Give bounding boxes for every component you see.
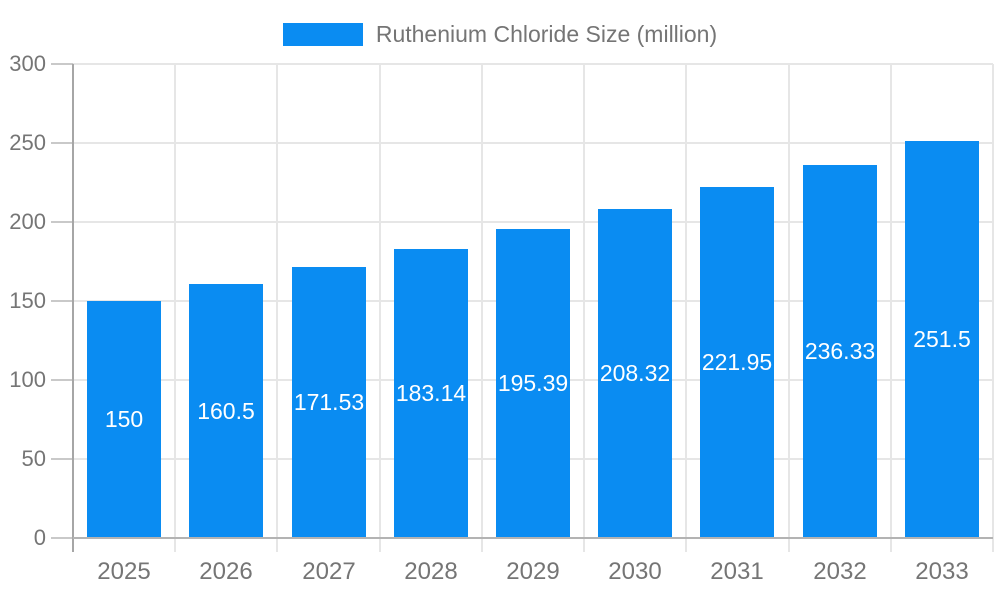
bar[interactable]: 195.39 xyxy=(496,229,570,538)
y-axis-label: 250 xyxy=(9,130,46,155)
y-axis-label: 100 xyxy=(9,367,46,392)
bar-value-label: 171.53 xyxy=(293,389,365,415)
bar-value-label: 221.95 xyxy=(701,349,773,375)
x-axis-label: 2032 xyxy=(813,558,867,585)
y-axis-line xyxy=(72,64,74,552)
y-axis-label: 0 xyxy=(33,525,46,550)
x-axis-label: 2026 xyxy=(199,558,253,585)
bar-value-label: 150 xyxy=(104,406,144,432)
gridline-vertical xyxy=(174,64,176,552)
gridline-horizontal xyxy=(73,142,993,144)
y-axis-label: 50 xyxy=(21,446,46,471)
gridline-horizontal xyxy=(73,63,993,65)
y-axis-tick xyxy=(51,458,73,460)
x-axis-label: 2030 xyxy=(608,558,662,585)
bar-value-label: 195.39 xyxy=(497,370,569,396)
y-axis-label: 150 xyxy=(9,288,46,313)
gridline-vertical xyxy=(890,64,892,552)
x-axis-label: 2031 xyxy=(710,558,764,585)
gridline-vertical xyxy=(583,64,585,552)
y-axis-tick xyxy=(51,379,73,381)
bar[interactable]: 160.5 xyxy=(189,284,263,538)
gridline-vertical xyxy=(992,64,994,552)
y-axis-tick xyxy=(51,142,73,144)
bar[interactable]: 221.95 xyxy=(700,187,774,538)
legend: Ruthenium Chloride Size (million) xyxy=(0,22,1000,46)
gridline-horizontal xyxy=(73,221,993,223)
y-axis-label: 200 xyxy=(9,209,46,234)
gridline-vertical xyxy=(788,64,790,552)
bar[interactable]: 150 xyxy=(87,301,161,538)
bar[interactable]: 236.33 xyxy=(803,165,877,538)
x-axis-label: 2033 xyxy=(915,558,969,585)
y-axis-tick xyxy=(51,221,73,223)
bar-value-label: 183.14 xyxy=(395,380,467,406)
x-baseline xyxy=(73,537,993,539)
x-axis-label: 2028 xyxy=(404,558,458,585)
y-axis-label: 300 xyxy=(9,51,46,76)
bar[interactable]: 251.5 xyxy=(905,141,979,538)
x-axis-label: 2029 xyxy=(506,558,560,585)
bar[interactable]: 208.32 xyxy=(598,209,672,538)
bar[interactable]: 171.53 xyxy=(292,267,366,538)
bar-value-label: 208.32 xyxy=(599,360,671,386)
gridline-vertical xyxy=(276,64,278,552)
x-axis-label: 2027 xyxy=(302,558,356,585)
y-axis-tick xyxy=(51,537,73,539)
gridline-vertical xyxy=(481,64,483,552)
gridline-vertical xyxy=(379,64,381,552)
gridline-vertical xyxy=(685,64,687,552)
legend-label: Ruthenium Chloride Size (million) xyxy=(375,21,718,47)
bar-value-label: 160.5 xyxy=(197,397,255,424)
bar-value-label: 236.33 xyxy=(804,338,876,364)
x-axis-label: 2025 xyxy=(97,558,151,585)
bar-value-label: 251.5 xyxy=(913,326,971,352)
y-axis-tick xyxy=(51,63,73,65)
bar[interactable]: 183.14 xyxy=(394,249,468,538)
legend-swatch xyxy=(282,22,363,46)
y-axis-tick xyxy=(51,300,73,302)
